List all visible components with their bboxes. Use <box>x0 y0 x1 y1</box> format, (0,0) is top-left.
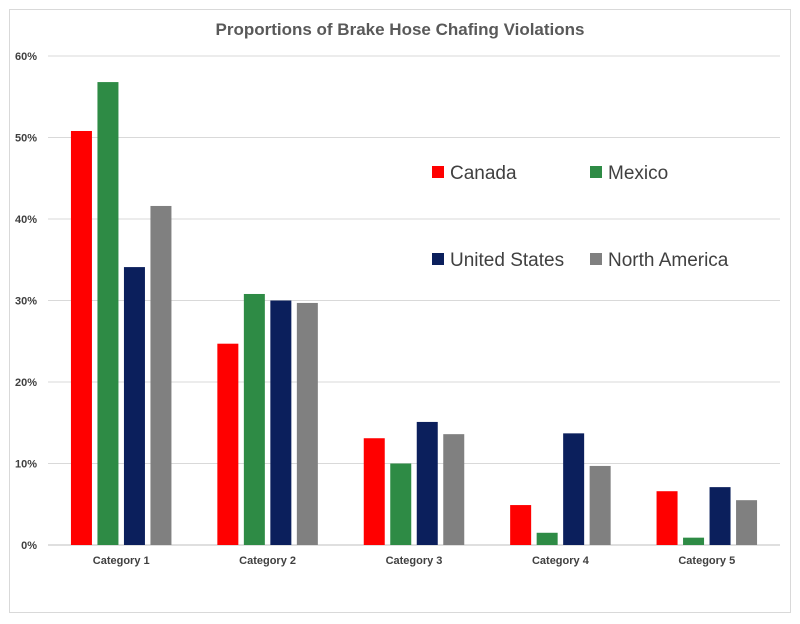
bar <box>536 532 558 545</box>
legend-label: Mexico <box>608 163 668 184</box>
bar <box>443 434 465 545</box>
bar <box>70 130 92 546</box>
legend-label: North America <box>608 250 729 271</box>
bar <box>656 491 678 545</box>
x-axis-ticks: Category 1 Category 2 Category 3 Category 4… <box>93 555 735 567</box>
bar <box>683 537 705 545</box>
bar <box>390 463 412 545</box>
bar <box>296 302 318 545</box>
chart-title: Proportions of Brake Hose Chafing Violat… <box>215 20 585 39</box>
legend: Canada Mexico United States North America <box>432 163 729 271</box>
legend-label: Canada <box>450 163 517 184</box>
legend-label: United States <box>450 250 564 271</box>
bar <box>217 343 239 545</box>
y-tick-label: 30% <box>15 296 37 308</box>
y-tick-label: 10% <box>15 459 37 471</box>
x-tick-label: Category 1 <box>93 555 150 567</box>
bar <box>363 438 385 545</box>
y-tick-label: 0% <box>21 540 37 552</box>
x-tick-label: Category 4 <box>532 555 590 567</box>
x-tick-label: Category 3 <box>386 555 443 567</box>
y-tick-label: 20% <box>15 377 37 389</box>
y-tick-label: 60% <box>15 51 37 63</box>
y-tick-label: 40% <box>15 214 37 226</box>
bar <box>243 293 265 545</box>
bar <box>510 505 532 545</box>
bar <box>97 82 119 545</box>
y-tick-label: 50% <box>15 133 37 145</box>
bar <box>270 300 292 545</box>
bar <box>736 500 758 545</box>
bars <box>70 82 758 546</box>
bar <box>416 421 438 545</box>
y-axis-ticks: 0% 10% 20% 30% 40% 50% 60% <box>15 51 37 552</box>
legend-swatch <box>590 253 602 265</box>
legend-swatch <box>432 253 444 265</box>
bar <box>589 465 611 545</box>
bar <box>563 433 585 545</box>
bar <box>709 487 731 545</box>
legend-swatch <box>432 166 444 178</box>
x-tick-label: Category 5 <box>678 555 735 567</box>
bar <box>123 267 145 545</box>
x-tick-label: Category 2 <box>239 555 296 567</box>
bar <box>150 205 172 545</box>
legend-swatch <box>590 166 602 178</box>
